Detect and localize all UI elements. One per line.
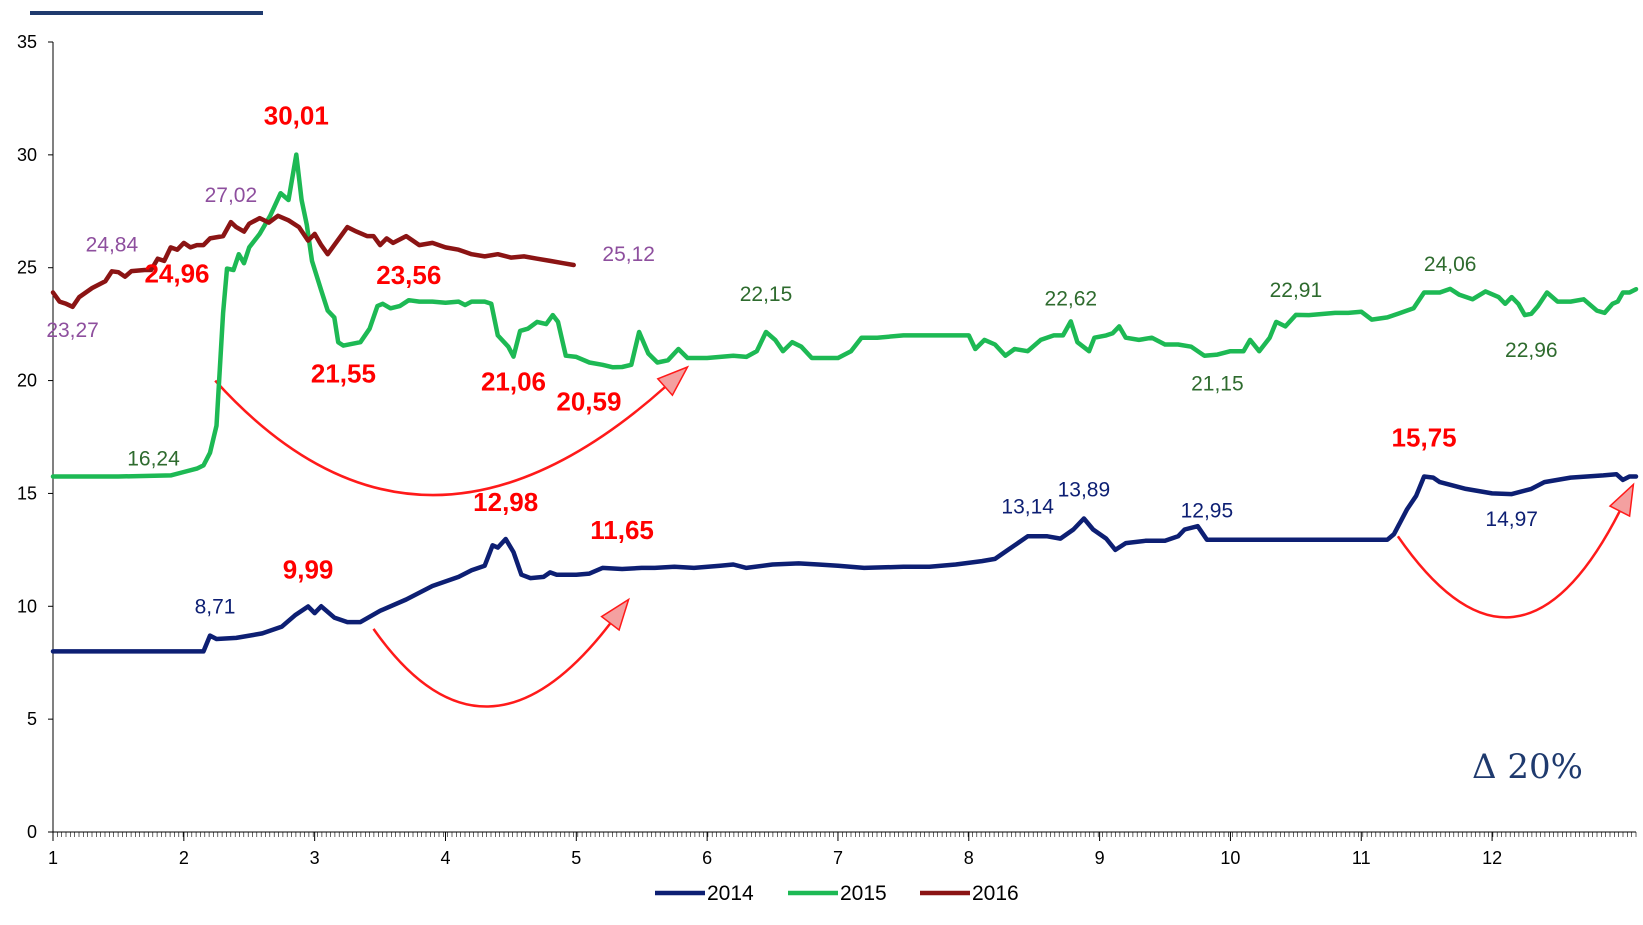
trend-arrow-curve — [372, 622, 612, 708]
data-label: 21,15 — [1191, 373, 1244, 396]
delta-note: Δ 20% — [1472, 747, 1583, 787]
series-line-2015 — [50, 152, 1639, 479]
y-tick-label: 10 — [17, 596, 37, 616]
data-label: 12,98 — [473, 487, 538, 517]
y-tick-label: 15 — [17, 483, 37, 503]
legend-label: 2016 — [972, 882, 1019, 905]
x-tick-label: 4 — [440, 848, 450, 868]
legend-label: 2014 — [707, 882, 754, 905]
x-tick-label: 5 — [571, 848, 581, 868]
data-label: 23,27 — [46, 319, 99, 342]
x-tick-label: 10 — [1220, 848, 1240, 868]
data-label: 22,91 — [1270, 279, 1323, 302]
data-label: 14,97 — [1485, 508, 1538, 531]
data-label: 22,96 — [1505, 339, 1558, 362]
data-label: 11,65 — [590, 515, 654, 545]
header-bar — [30, 11, 263, 15]
x-tick-label: 7 — [833, 848, 843, 868]
legend-label: 2015 — [840, 882, 887, 905]
data-label: 13,14 — [1001, 495, 1054, 518]
data-label: 20,59 — [556, 386, 621, 416]
trend-arrow-head — [656, 365, 690, 397]
data-label: 21,55 — [311, 359, 376, 389]
data-label: 27,02 — [205, 184, 258, 207]
data-label: 8,71 — [195, 595, 236, 618]
series-line-2016 — [50, 213, 576, 310]
y-tick-label: 0 — [27, 822, 37, 842]
trend-arrows — [214, 365, 1635, 708]
legend: 2014 2015 2016 — [655, 882, 1019, 905]
data-label: 24,84 — [86, 233, 139, 256]
x-tick-label: 2 — [179, 848, 189, 868]
trend-arrow-head — [1608, 482, 1635, 518]
trend-arrow-curve — [214, 379, 666, 497]
series-line-2014 — [50, 471, 1639, 654]
trend-arrow-head — [600, 597, 630, 632]
data-label: 21,06 — [481, 367, 546, 397]
data-label: 25,12 — [602, 243, 655, 266]
trend-arrow-curve — [1396, 510, 1621, 619]
x-tick-label: 3 — [310, 848, 320, 868]
x-tick-label: 11 — [1352, 848, 1371, 868]
data-label: 9,99 — [283, 555, 334, 585]
y-tick-label: 20 — [17, 371, 37, 391]
data-label: 16,24 — [127, 447, 180, 470]
y-tick-label: 25 — [17, 258, 37, 278]
y-tick-label: 35 — [17, 32, 37, 52]
data-label: 22,62 — [1045, 287, 1098, 310]
x-tick-label: 8 — [964, 848, 974, 868]
data-label: 13,89 — [1058, 479, 1111, 502]
data-label: 15,75 — [1392, 423, 1457, 453]
y-tick-label: 5 — [27, 709, 37, 729]
data-label: 22,15 — [740, 283, 793, 306]
x-tick-label: 12 — [1482, 848, 1502, 868]
data-label: 30,01 — [264, 101, 329, 131]
series-lines — [50, 152, 1639, 654]
data-label: 24,96 — [144, 259, 209, 289]
data-label: 24,06 — [1424, 253, 1477, 276]
data-label: 12,95 — [1181, 500, 1234, 523]
x-tick-label: 9 — [1095, 848, 1105, 868]
y-tick-label: 30 — [17, 145, 37, 165]
x-minor-ticks — [52, 832, 1637, 837]
data-label: 23,56 — [376, 260, 441, 290]
x-tick-label: 1 — [48, 848, 58, 868]
x-tick-label: 6 — [702, 848, 712, 868]
